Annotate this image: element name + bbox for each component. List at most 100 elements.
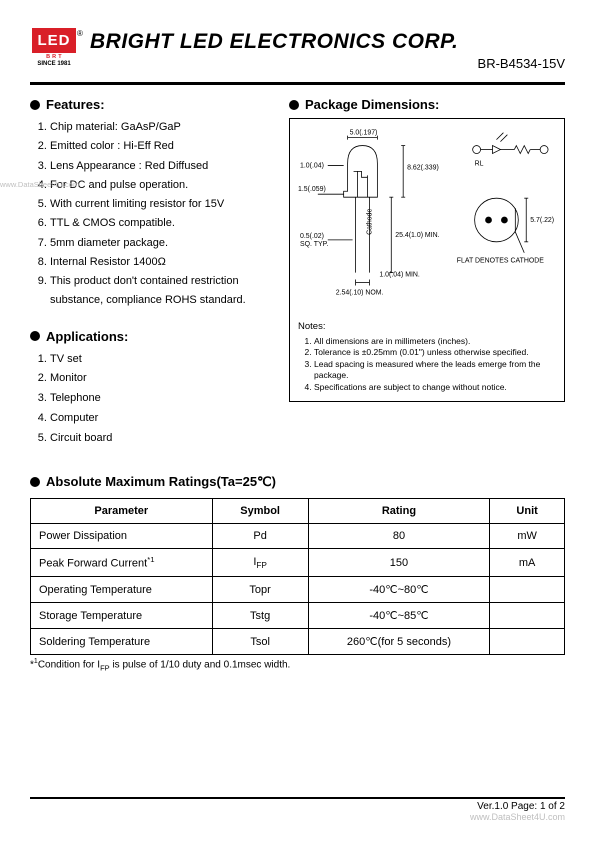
cell-rating: 260℃(for 5 seconds) bbox=[308, 629, 490, 655]
cell-rating: 80 bbox=[308, 524, 490, 549]
app-item: Circuit board bbox=[50, 429, 275, 449]
col-symbol: Symbol bbox=[212, 499, 308, 524]
footer-version: Ver.1.0 Page: 1 of 2 bbox=[477, 801, 565, 812]
bullet-icon bbox=[289, 100, 299, 110]
cell-unit bbox=[490, 629, 565, 655]
flat-label: FLAT DENOTES CATHODE bbox=[457, 258, 544, 265]
left-column: Features: Chip material: GaAsP/GaP Emitt… bbox=[30, 97, 275, 448]
feature-item: Chip material: GaAsP/GaP bbox=[50, 118, 275, 137]
feature-item: Lens Appearance : Red Diffused bbox=[50, 157, 275, 176]
pkg-note: Specifications are subject to change wit… bbox=[314, 382, 556, 393]
ratings-heading: Absolute Maximum Ratings(Ta=25℃) bbox=[30, 474, 565, 490]
cell-rating: -40℃~80℃ bbox=[308, 577, 490, 603]
table-row: Peak Forward Current*1IFP150mA bbox=[31, 549, 565, 577]
dim-d9: 5.7(.22) bbox=[530, 217, 554, 224]
cell-symbol: Tsol bbox=[212, 629, 308, 655]
app-item: Monitor bbox=[50, 369, 275, 389]
feature-item: Internal Resistor 1400Ω bbox=[50, 253, 275, 272]
logo-since: SINCE 1981 bbox=[37, 61, 70, 67]
feature-item: Emitted color : Hi-Eff Red bbox=[50, 137, 275, 156]
table-row: Storage TemperatureTstg-40℃~85℃ bbox=[31, 603, 565, 629]
package-diagram: 5.0(.197) 8.62(.339) 1.0(.04) 1.5(.059) … bbox=[298, 125, 556, 315]
cell-rating: -40℃~85℃ bbox=[308, 603, 490, 629]
right-column: Package Dimensions: 5 bbox=[289, 97, 565, 448]
title-wrap: BRIGHT LED ELECTRONICS CORP. BR-B4534-15… bbox=[90, 28, 565, 71]
cell-symbol: Tstg bbox=[212, 603, 308, 629]
package-heading: Package Dimensions: bbox=[289, 97, 565, 112]
bullet-icon bbox=[30, 477, 40, 487]
cell-param: Peak Forward Current*1 bbox=[31, 549, 213, 577]
package-notes: All dimensions are in millimeters (inche… bbox=[298, 336, 556, 393]
feature-item: With current limiting resistor for 15V bbox=[50, 195, 275, 214]
bullet-icon bbox=[30, 331, 40, 341]
dim-top: 5.0(.197) bbox=[350, 130, 378, 137]
cell-param: Power Dissipation bbox=[31, 524, 213, 549]
dim-d4: 0.5(.02) bbox=[300, 233, 324, 240]
applications-list: TV set Monitor Telephone Computer Circui… bbox=[30, 350, 275, 449]
col-unit: Unit bbox=[490, 499, 565, 524]
header: LED B R T SINCE 1981 ® BRIGHT LED ELECTR… bbox=[30, 28, 565, 76]
logo: LED B R T SINCE 1981 ® bbox=[30, 28, 78, 76]
dim-d4b: SQ. TYP. bbox=[300, 241, 328, 248]
feature-item: 5mm diameter package. bbox=[50, 234, 275, 253]
cell-rating: 150 bbox=[308, 549, 490, 577]
applications-title: Applications: bbox=[46, 329, 128, 344]
two-column-layout: Features: Chip material: GaAsP/GaP Emitt… bbox=[30, 97, 565, 448]
logo-subtext: B R T bbox=[46, 54, 62, 60]
cell-symbol: IFP bbox=[212, 549, 308, 577]
table-row: Operating TemperatureTopr-40℃~80℃ bbox=[31, 577, 565, 603]
cell-unit: mW bbox=[490, 524, 565, 549]
pkg-note: All dimensions are in millimeters (inche… bbox=[314, 336, 556, 347]
cell-symbol: Pd bbox=[212, 524, 308, 549]
package-box: 5.0(.197) 8.62(.339) 1.0(.04) 1.5(.059) … bbox=[289, 118, 565, 402]
table-row: Soldering TemperatureTsol260℃(for 5 seco… bbox=[31, 629, 565, 655]
footer: Ver.1.0 Page: 1 of 2 www.DataSheet4U.com bbox=[30, 797, 565, 822]
features-title: Features: bbox=[46, 97, 105, 112]
features-heading: Features: bbox=[30, 97, 275, 112]
ratings-tbody: Power DissipationPd80mWPeak Forward Curr… bbox=[31, 524, 565, 655]
company-name: BRIGHT LED ELECTRONICS CORP. bbox=[90, 30, 565, 54]
footer-datasheet4u: www.DataSheet4U.com bbox=[30, 812, 565, 822]
feature-item: TTL & CMOS compatible. bbox=[50, 214, 275, 233]
watermark-text: www.DataSheet4U.com bbox=[0, 180, 79, 189]
part-number: BR-B4534-15V bbox=[90, 56, 565, 71]
registered-mark: ® bbox=[77, 29, 83, 38]
ratings-table: Parameter Symbol Rating Unit Power Dissi… bbox=[30, 498, 565, 655]
ratings-footnote: *1Condition for IFP is pulse of 1/10 dut… bbox=[30, 658, 565, 672]
pkg-note: Lead spacing is measured where the leads… bbox=[314, 359, 556, 382]
dim-d8: 1.0(.04) MIN. bbox=[379, 272, 420, 279]
col-rating: Rating bbox=[308, 499, 490, 524]
dim-d7: 25.4(1.0) MIN. bbox=[395, 232, 439, 239]
ratings-title: Absolute Maximum Ratings(Ta=25℃) bbox=[46, 474, 276, 490]
dim-d3: 1.5(.059) bbox=[298, 186, 326, 193]
logo-box: LED bbox=[32, 28, 76, 53]
cell-param: Soldering Temperature bbox=[31, 629, 213, 655]
app-item: Computer bbox=[50, 409, 275, 429]
cell-unit: mA bbox=[490, 549, 565, 577]
features-list: Chip material: GaAsP/GaP Emitted color :… bbox=[30, 118, 275, 311]
dim-d5: 2.54(.10) NOM. bbox=[336, 289, 384, 296]
footer-rule bbox=[30, 797, 565, 799]
app-item: TV set bbox=[50, 350, 275, 370]
pkg-note: Tolerance is ±0.25mm (0.01") unless othe… bbox=[314, 347, 556, 358]
header-rule bbox=[30, 82, 565, 85]
app-item: Telephone bbox=[50, 389, 275, 409]
cell-unit bbox=[490, 603, 565, 629]
cell-param: Storage Temperature bbox=[31, 603, 213, 629]
feature-item: This product don't contained restriction… bbox=[50, 272, 275, 311]
package-title: Package Dimensions: bbox=[305, 97, 439, 112]
table-row: Power DissipationPd80mW bbox=[31, 524, 565, 549]
feature-item: For DC and pulse operation. bbox=[50, 176, 275, 195]
cathode-label: Cathode bbox=[366, 209, 373, 235]
cell-unit bbox=[490, 577, 565, 603]
cell-symbol: Topr bbox=[212, 577, 308, 603]
dim-height: 8.62(.339) bbox=[407, 164, 439, 171]
notes-title: Notes: bbox=[298, 321, 556, 332]
footer-row: Ver.1.0 Page: 1 of 2 bbox=[30, 801, 565, 812]
applications-heading: Applications: bbox=[30, 329, 275, 344]
rl-label: RL bbox=[475, 160, 484, 167]
table-header-row: Parameter Symbol Rating Unit bbox=[31, 499, 565, 524]
dim-d2: 1.0(.04) bbox=[300, 162, 324, 169]
cell-param: Operating Temperature bbox=[31, 577, 213, 603]
col-parameter: Parameter bbox=[31, 499, 213, 524]
